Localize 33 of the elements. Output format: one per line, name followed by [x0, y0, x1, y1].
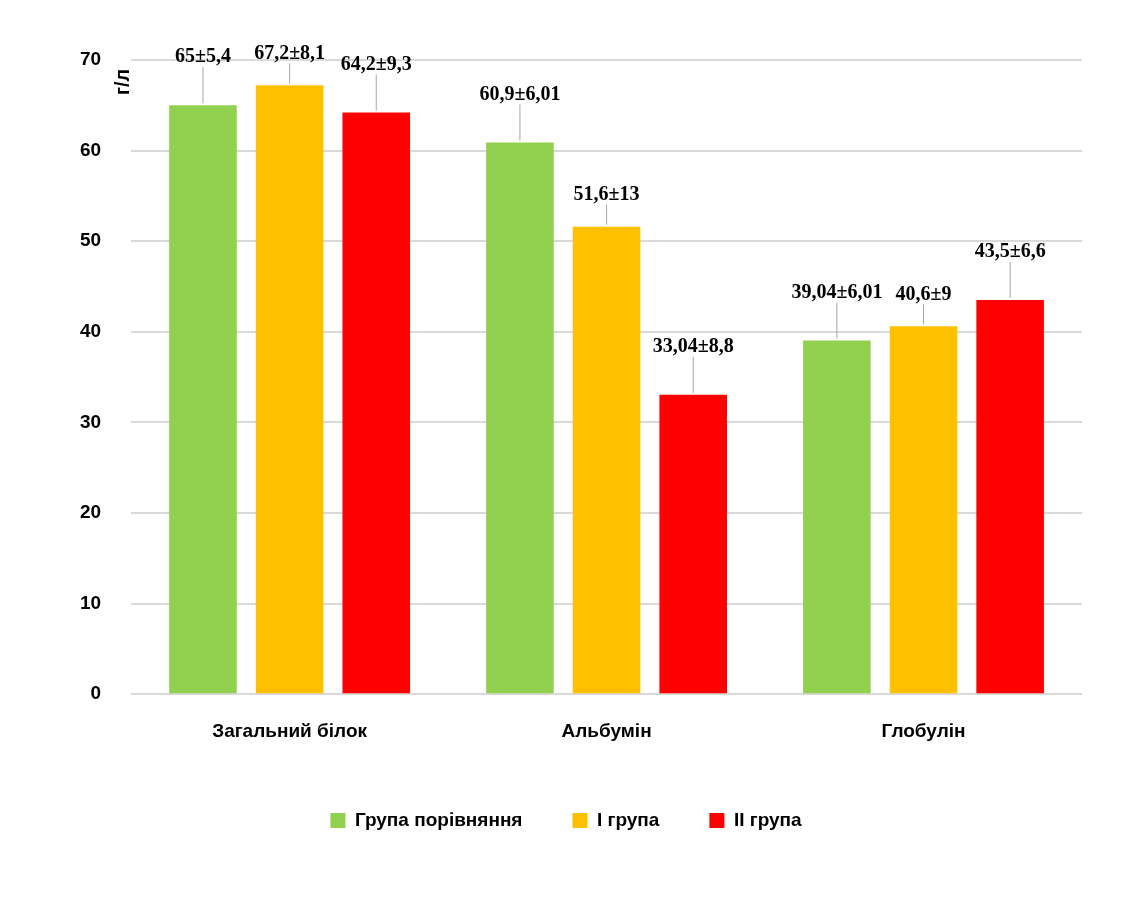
legend-label: ІІ група	[733, 808, 803, 830]
y-tick-label: 0	[90, 682, 102, 704]
data-label: 67,2±8,1	[254, 40, 326, 63]
y-tick-label: 50	[79, 229, 102, 251]
bar	[659, 394, 727, 694]
data-label: 43,5±6,6	[974, 239, 1046, 262]
y-axis-title: г/л	[110, 68, 133, 96]
y-tick-label: 20	[79, 501, 102, 523]
bar	[342, 112, 411, 694]
y-tick-label: 40	[79, 320, 102, 342]
bar	[803, 340, 871, 694]
y-tick-label: 70	[79, 48, 102, 70]
data-label: 60,9±6,01	[479, 81, 561, 104]
data-label: 40,6±9	[895, 281, 952, 304]
x-tick-label: Альбумін	[561, 719, 652, 741]
data-label: 39,04±6,01	[791, 279, 883, 302]
bar	[976, 300, 1044, 694]
y-tick-label: 60	[79, 138, 102, 160]
legend-label: Група порівняння	[354, 808, 523, 830]
bar	[255, 85, 324, 694]
x-tick-label: Загальний білок	[212, 719, 368, 741]
y-tick-label: 10	[79, 591, 102, 613]
bar	[169, 105, 237, 694]
data-label: 33,04±8,8	[652, 334, 734, 357]
data-label: 65±5,4	[174, 44, 231, 67]
data-label: 51,6±13	[573, 181, 640, 204]
bar	[572, 226, 641, 694]
bar	[889, 326, 958, 694]
bar	[486, 142, 554, 694]
y-tick-label: 30	[79, 410, 102, 432]
legend-label: І група	[596, 808, 660, 830]
data-label: 64,2±9,3	[340, 51, 412, 74]
x-tick-label: Глобулін	[881, 719, 966, 741]
